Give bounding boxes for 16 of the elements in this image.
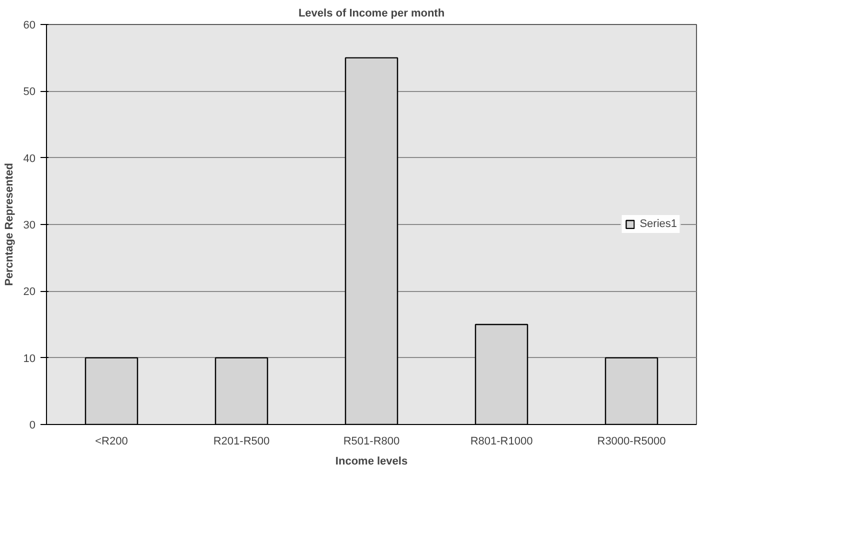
legend-label: Series1 [640, 218, 677, 230]
y-tick-label: 20 [23, 286, 36, 298]
y-tick-label: 30 [23, 220, 36, 232]
chart-title: Levels of Income per month [298, 8, 445, 20]
x-tick-label: R501-R800 [343, 436, 400, 448]
y-tick-label: 60 [23, 20, 36, 32]
y-axis-title: Percntage Represented [3, 163, 16, 286]
x-tick-label: R3000-R5000 [597, 436, 666, 448]
y-tick-label: 40 [23, 152, 36, 165]
y-tick-label: 0 [29, 420, 36, 432]
y-tick-label: 10 [23, 352, 36, 365]
y-tick-label: 50 [23, 86, 36, 98]
x-axis-title: Income levels [335, 456, 408, 468]
x-tick-label: R801-R1000 [470, 436, 533, 448]
x-tick-label: <R200 [95, 436, 128, 448]
x-tick-label: R201-R500 [213, 436, 270, 448]
